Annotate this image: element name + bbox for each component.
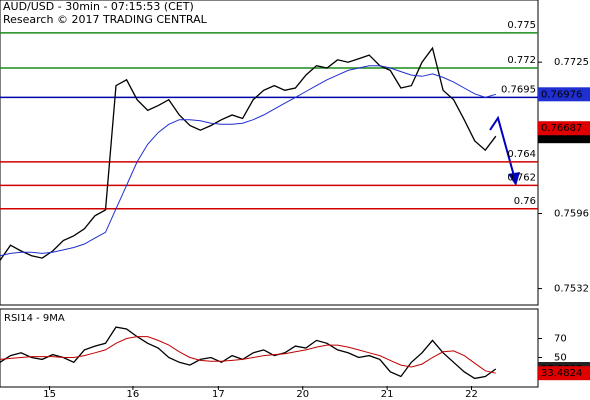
level-label: 0.775: [507, 20, 536, 31]
value-box: [538, 121, 590, 136]
level-label: 0.764: [507, 149, 536, 160]
x-tick-label: 22: [465, 389, 478, 400]
value-box: [538, 366, 590, 381]
value-box-label: 33.4824: [541, 368, 582, 379]
rsi-title: RSI14 - 9MA: [4, 313, 65, 324]
x-tick-label: 16: [127, 389, 140, 400]
series-line: [0, 326, 497, 380]
chart-subtitle: Research © 2017 TRADING CENTRAL: [3, 13, 208, 26]
x-tick-label: 21: [381, 389, 394, 400]
value-box-label: 0.76687: [541, 123, 582, 134]
y-tick-label: 0.7596: [554, 209, 589, 220]
y-tick-label: 0.7725: [554, 57, 589, 68]
chart-title: AUD/USD - 30min - 07:15:53 (CET): [3, 0, 194, 13]
level-label: 0.762: [507, 172, 536, 183]
y-tick-label: 70: [554, 334, 567, 345]
level-label: 0.7695: [501, 84, 536, 95]
x-tick-label: 20: [296, 389, 309, 400]
level-label: 0.76: [514, 196, 536, 207]
x-tick-label: 17: [212, 389, 225, 400]
series-line: [0, 65, 496, 257]
x-tick-label: 15: [43, 389, 56, 400]
forecast-arrow: [489, 115, 520, 186]
value-box-label: 0.76976: [541, 89, 582, 100]
rsi-panel: [0, 308, 539, 388]
level-label: 0.772: [507, 55, 536, 66]
arrow-line: [489, 115, 515, 177]
y-tick-label: 0.7532: [554, 284, 589, 295]
arrow-head: [508, 172, 520, 186]
series-line: [0, 46, 497, 261]
value-box: [538, 87, 590, 102]
value-box-label: 0.76619: [541, 131, 582, 142]
price-panel: [0, 0, 539, 306]
y-tick-label: 50: [554, 353, 567, 364]
series-line: [0, 336, 496, 374]
